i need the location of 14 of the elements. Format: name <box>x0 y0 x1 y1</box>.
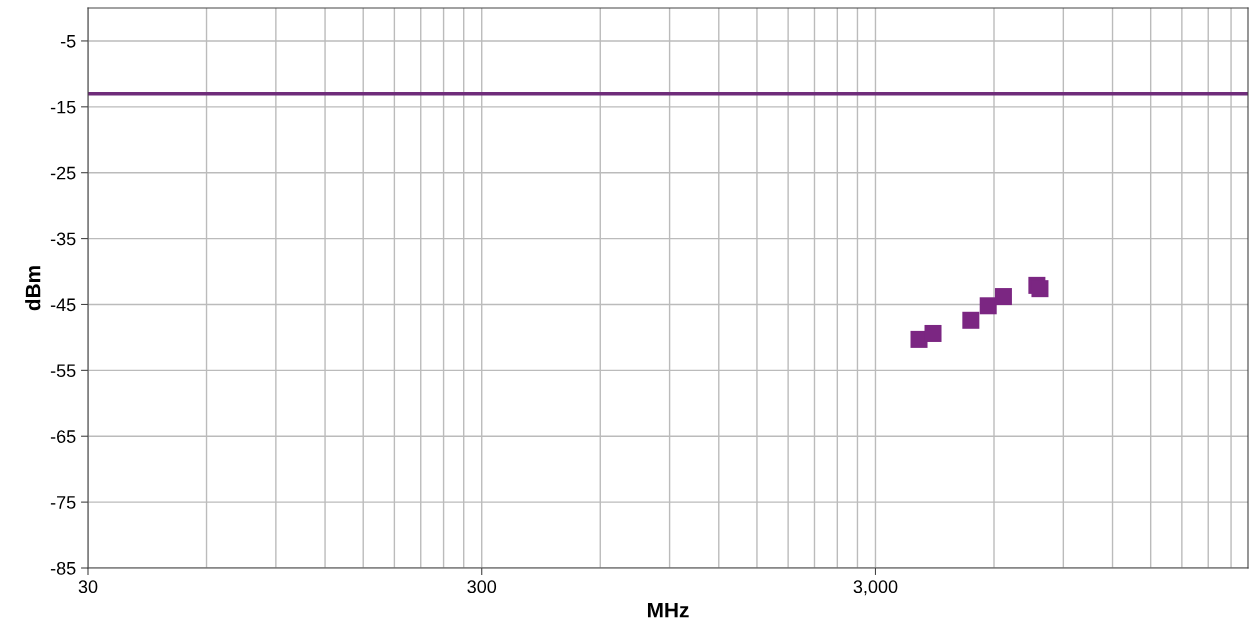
x-tick-label: 30 <box>78 580 98 594</box>
y-tick-label: -5 <box>60 35 76 48</box>
y-tick-label: -35 <box>50 232 76 246</box>
y-tick-label: -25 <box>50 166 76 180</box>
y-tick-label: -75 <box>50 496 76 509</box>
x-tick-label: 3,000 <box>853 580 898 596</box>
x-axis-title: MHz <box>647 602 689 618</box>
y-axis-title: dBm <box>25 266 41 311</box>
y-tick-label: -65 <box>50 430 76 443</box>
x-tick-label: 300 <box>467 580 497 594</box>
y-tick-label: -45 <box>50 298 76 312</box>
y-tick-label: -85 <box>50 561 76 575</box>
y-tick-label: -15 <box>50 100 76 114</box>
y-tick-label: -55 <box>50 364 76 378</box>
